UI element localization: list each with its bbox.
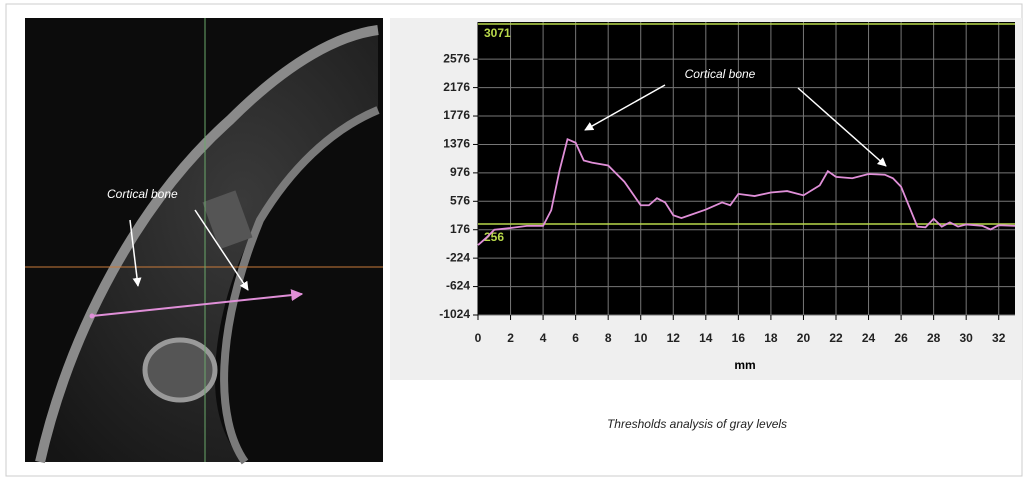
chart: -1024 -624 -224 176 576 976 1376 1776 2176 2576 0 2… (439, 22, 1016, 345)
annotation-arrow (584, 84, 666, 131)
x-tick-label: 32 (992, 331, 1006, 345)
x-tick-label: 4 (540, 331, 547, 345)
y-tick-label: 976 (450, 165, 470, 179)
x-tick-label: 26 (894, 331, 908, 345)
x-tick-label: 24 (862, 331, 876, 345)
x-tick-label: 20 (797, 331, 811, 345)
x-tick-label: 28 (927, 331, 941, 345)
y-tick-label: 1776 (443, 108, 470, 122)
x-tick-label: 2 (507, 331, 514, 345)
plot-area (478, 22, 1015, 315)
x-tick-label: 6 (572, 331, 579, 345)
x-tick-label: 14 (699, 331, 713, 345)
y-tick-label: -624 (446, 279, 470, 293)
x-tick-label: 0 (475, 331, 482, 345)
y-tick-label: 1376 (443, 137, 470, 151)
image-label: Cortical bone (107, 187, 178, 201)
x-tick-label: 8 (605, 331, 612, 345)
y-tick-label: 176 (450, 222, 470, 236)
annotation: Cortical bone (685, 67, 756, 81)
x-tick-label: 10 (634, 331, 648, 345)
x-tick-label: 16 (732, 331, 746, 345)
y-tick-label: -224 (446, 250, 470, 264)
caption: Thresholds analysis of gray levels (607, 417, 787, 431)
x-tick-label: 18 (764, 331, 778, 345)
y-tick-label: 2576 (443, 51, 470, 65)
x-tick-label: 22 (829, 331, 843, 345)
x-tick-label: 30 (960, 331, 974, 345)
y-tick-label: 2176 (443, 80, 470, 94)
y-tick-label: -1024 (439, 307, 470, 321)
data-line (477, 137, 1016, 246)
x-axis-label: mm (734, 358, 755, 372)
annotation-arrow (797, 87, 887, 167)
y-tick-label: 576 (450, 193, 470, 207)
ct-image: Cortical bone (25, 18, 383, 465)
threshold-label: 3071 (484, 26, 511, 40)
x-tick-label: 12 (667, 331, 681, 345)
